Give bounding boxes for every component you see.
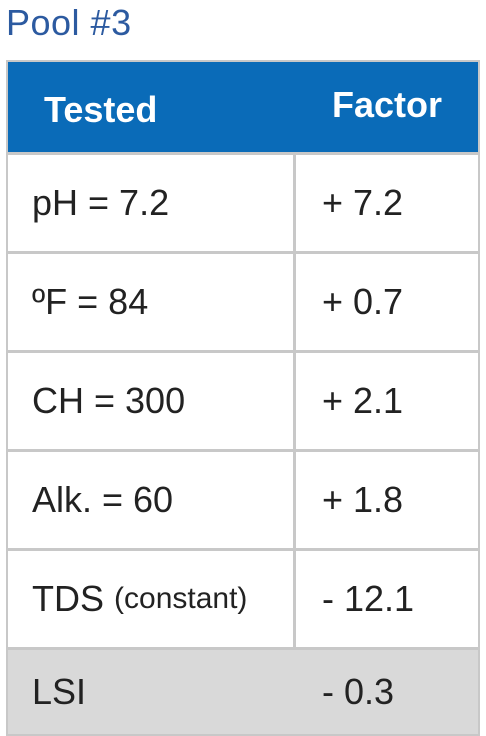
- lsi-table: Tested Factor pH = 7.2 + 7.2 ºF = 84 + 0…: [6, 60, 480, 736]
- column-header-factor: Factor: [332, 84, 443, 125]
- tested-cell: Alk. = 60: [8, 452, 296, 548]
- factor-cell: + 1.8: [322, 479, 404, 520]
- tested-label: TDS: [32, 578, 104, 619]
- tested-note: (constant): [114, 582, 248, 615]
- total-label: LSI: [32, 671, 87, 712]
- page-title: Pool #3: [6, 2, 132, 43]
- table-row: pH = 7.2 + 7.2: [8, 152, 478, 251]
- factor-cell: + 2.1: [322, 380, 404, 421]
- tested-cell: CH = 300: [8, 353, 296, 449]
- tested-cell: ºF = 84: [8, 254, 296, 350]
- column-header-tested: Tested: [44, 89, 158, 130]
- table-row: ºF = 84 + 0.7: [8, 251, 478, 350]
- factor-cell: - 12.1: [322, 578, 415, 619]
- tested-cell: TDS (constant): [8, 551, 296, 647]
- table-row: CH = 300 + 2.1: [8, 350, 478, 449]
- table-row: TDS (constant) - 12.1: [8, 548, 478, 647]
- tested-cell: pH = 7.2: [8, 155, 296, 251]
- total-row: LSI - 0.3: [8, 647, 478, 734]
- table-row: Alk. = 60 + 1.8: [8, 449, 478, 548]
- table-header: Tested Factor: [8, 62, 478, 152]
- factor-cell: + 0.7: [322, 281, 404, 322]
- factor-cell: + 7.2: [322, 182, 404, 223]
- total-factor: - 0.3: [322, 671, 395, 712]
